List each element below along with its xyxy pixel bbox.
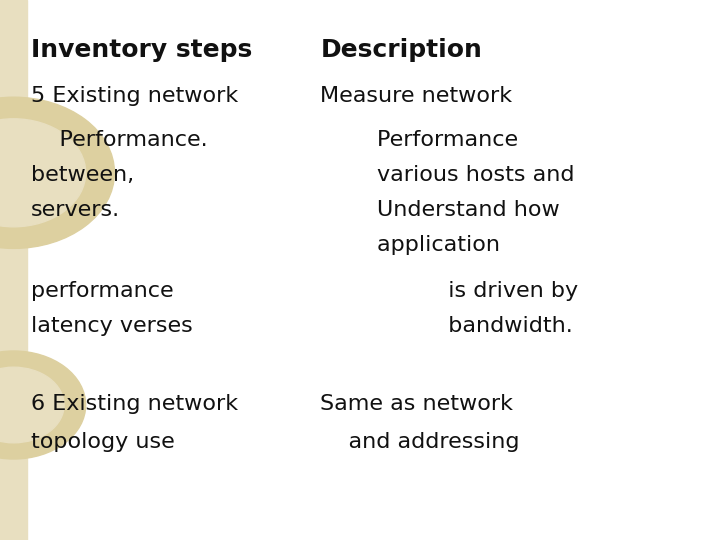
Circle shape (0, 119, 86, 227)
Text: and addressing: and addressing (320, 432, 520, 452)
Circle shape (0, 367, 64, 443)
Text: between,: between, (31, 165, 134, 185)
Text: latency verses: latency verses (31, 316, 193, 336)
Text: is driven by: is driven by (320, 281, 579, 301)
Text: 5 Existing network: 5 Existing network (31, 86, 238, 106)
Text: Measure network: Measure network (320, 86, 513, 106)
Text: topology use: topology use (31, 432, 175, 452)
Text: Description: Description (320, 38, 482, 62)
Text: Same as network: Same as network (320, 394, 513, 414)
Circle shape (0, 351, 86, 459)
Text: Inventory steps: Inventory steps (31, 38, 252, 62)
Text: various hosts and: various hosts and (320, 165, 575, 185)
Circle shape (0, 97, 114, 248)
Text: Performance: Performance (320, 130, 518, 150)
Text: servers.: servers. (31, 200, 120, 220)
Bar (0, 0, 27, 540)
Text: Performance.: Performance. (31, 130, 207, 150)
Text: performance: performance (31, 281, 174, 301)
Text: application: application (320, 235, 500, 255)
Text: bandwidth.: bandwidth. (320, 316, 573, 336)
Text: Understand how: Understand how (320, 200, 560, 220)
Text: 6 Existing network: 6 Existing network (31, 394, 238, 414)
